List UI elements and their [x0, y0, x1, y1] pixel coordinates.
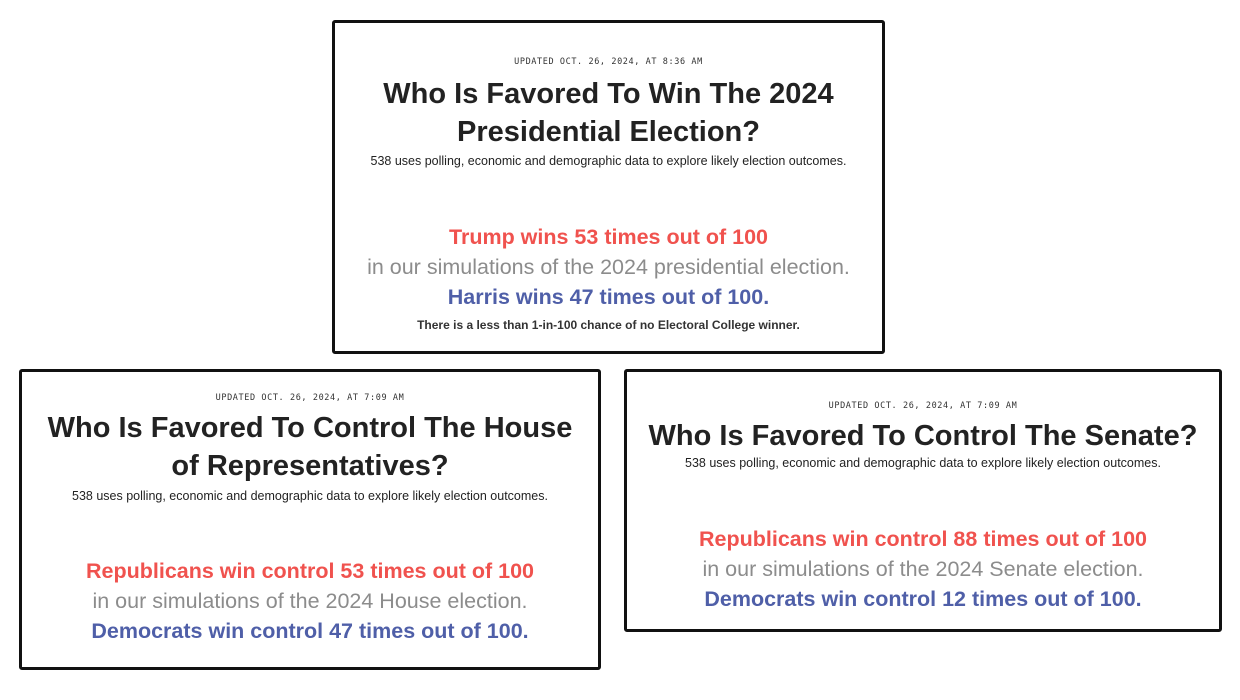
democrat-odds-line: Democrats win control 47 times out of 10… — [91, 619, 529, 643]
republican-odds-line: Trump wins 53 times out of 100 — [449, 225, 768, 249]
presidential-forecast-card: UPDATED OCT. 26, 2024, AT 8:36 AM Who Is… — [332, 20, 885, 354]
democrat-odds-line: Democrats win control 12 times out of 10… — [704, 587, 1142, 611]
updated-timestamp: UPDATED OCT. 26, 2024, AT 7:09 AM — [828, 401, 1018, 411]
republican-odds-line: Republicans win control 88 times out of … — [698, 527, 1147, 551]
card-subtitle: 538 uses polling, economic and demograph… — [72, 489, 548, 503]
card-title: Who Is Favored To Control The Senate? — [648, 420, 1198, 452]
updated-timestamp: UPDATED OCT. 26, 2024, AT 8:36 AM — [514, 57, 703, 67]
democrat-odds-line: Harris wins 47 times out of 100. — [447, 285, 770, 309]
card-subtitle: 538 uses polling, economic and demograph… — [370, 154, 847, 168]
simulation-context-line: in our simulations of the 2024 House ele… — [92, 589, 528, 613]
house-forecast-card: UPDATED OCT. 26, 2024, AT 7:09 AM Who Is… — [19, 369, 601, 670]
card-title-line-2: of Representatives? — [171, 450, 449, 482]
republican-odds-line: Republicans win control 53 times out of … — [85, 559, 534, 583]
updated-timestamp: UPDATED OCT. 26, 2024, AT 7:09 AM — [215, 393, 405, 403]
simulation-context-line: in our simulations of the 2024 president… — [367, 255, 850, 279]
card-title: Who Is Favored To Control The House of R… — [22, 409, 598, 485]
card-subtitle: 538 uses polling, economic and demograph… — [685, 456, 1161, 470]
card-title-line-1: Who Is Favored To Control The House — [47, 412, 573, 444]
card-title: Who Is Favored To Win The 2024 President… — [335, 75, 882, 151]
electoral-college-note: There is a less than 1-in-100 chance of … — [417, 318, 800, 332]
card-title-line-1: Who Is Favored To Win The 2024 — [383, 78, 834, 110]
card-title-line-2: Presidential Election? — [457, 116, 760, 148]
senate-forecast-card: UPDATED OCT. 26, 2024, AT 7:09 AM Who Is… — [624, 369, 1222, 632]
simulation-context-line: in our simulations of the 2024 Senate el… — [702, 557, 1144, 581]
